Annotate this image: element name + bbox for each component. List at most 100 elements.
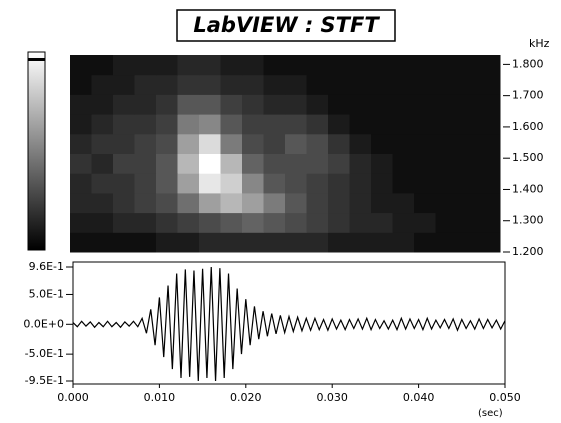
heat-cell [134, 173, 157, 194]
y-tick-label: 0.0E+0 [23, 317, 64, 330]
heat-cell [91, 55, 114, 76]
heat-cell [199, 212, 221, 233]
heat-cell [306, 232, 329, 253]
heat-cell [328, 212, 350, 233]
heat-cell [156, 212, 178, 233]
heat-cell [457, 55, 479, 76]
heat-cell [285, 94, 307, 115]
heat-cell [478, 153, 501, 174]
heat-cell [199, 133, 221, 154]
heat-cell [435, 153, 458, 174]
y-tick-label: 9.6E-1 [29, 260, 64, 273]
heat-cell [457, 212, 479, 233]
heat-cell [306, 114, 329, 135]
heat-cell [392, 55, 415, 76]
heat-cell [177, 74, 200, 95]
heat-cell [414, 192, 436, 214]
heat-cell [457, 192, 479, 214]
heat-cell [134, 114, 157, 135]
heat-cell [414, 232, 436, 253]
heat-cell [263, 133, 286, 154]
heat-cell [220, 192, 243, 214]
heat-cell [371, 74, 393, 95]
heat-cell [478, 55, 501, 76]
heat-cell [457, 153, 479, 174]
heat-cell [199, 232, 221, 253]
heat-cell [371, 173, 393, 194]
heat-cell [91, 94, 114, 115]
heat-cell [113, 94, 135, 115]
heat-cell [177, 232, 200, 253]
heat-cell [478, 74, 501, 95]
heat-cell [414, 74, 436, 95]
heat-cell [285, 192, 307, 214]
heat-cell [328, 94, 350, 115]
heat-cell [457, 133, 479, 154]
heat-cell [220, 133, 243, 154]
heat-cell [113, 212, 135, 233]
heat-cell [392, 212, 415, 233]
heat-cell [328, 133, 350, 154]
heat-cell [156, 55, 178, 76]
heat-cell [414, 55, 436, 76]
heat-cell [263, 55, 286, 76]
heat-cell [113, 192, 135, 214]
heat-cell [70, 94, 92, 115]
heat-cell [177, 94, 200, 115]
x-tick-label: 0.010 [144, 391, 176, 404]
heat-cell [91, 232, 114, 253]
heat-cell [242, 173, 264, 194]
heat-cell [91, 173, 114, 194]
heat-cell [285, 114, 307, 135]
heat-cell [457, 114, 479, 135]
colorbar-marker [28, 58, 45, 61]
heat-cell [478, 173, 501, 194]
heat-cell [285, 74, 307, 95]
heat-cell [435, 133, 458, 154]
heat-cell [285, 55, 307, 76]
heat-cell [177, 153, 200, 174]
heat-cell [371, 232, 393, 253]
heat-cell [285, 173, 307, 194]
heat-cell [328, 173, 350, 194]
heat-cell [156, 114, 178, 135]
heat-cell [414, 133, 436, 154]
waveform-line [72, 266, 506, 382]
heat-cell [220, 232, 243, 253]
heat-cell [435, 55, 458, 76]
heat-cell [478, 192, 501, 214]
plot-area [72, 261, 506, 385]
x-tick-label: 0.040 [403, 391, 435, 404]
y-tick-label: 1.600 [512, 120, 544, 133]
heat-cell [263, 114, 286, 135]
heat-cell [134, 192, 157, 214]
heat-cell [457, 173, 479, 194]
heat-cell [371, 114, 393, 135]
x-tick-label: 0.020 [230, 391, 262, 404]
heat-cell [91, 133, 114, 154]
heat-cell [349, 212, 372, 233]
y-tick-label: 1.500 [512, 151, 544, 164]
heat-cell [177, 133, 200, 154]
heat-cell [414, 173, 436, 194]
heat-cell [371, 94, 393, 115]
heat-cell [91, 114, 114, 135]
heat-cell [328, 74, 350, 95]
heat-cell [435, 94, 458, 115]
y-tick-label: 1.700 [512, 89, 544, 102]
heat-cell [306, 212, 329, 233]
heat-cell [242, 74, 264, 95]
heat-cell [70, 114, 92, 135]
heat-cell [263, 94, 286, 115]
heat-cell [392, 232, 415, 253]
heat-cell [263, 173, 286, 194]
heat-cell [134, 94, 157, 115]
heat-cell [306, 55, 329, 76]
heat-cell [371, 55, 393, 76]
heat-cell [371, 212, 393, 233]
heat-cell [328, 192, 350, 214]
heat-cell [220, 212, 243, 233]
heat-cell [134, 212, 157, 233]
heat-cell [199, 55, 221, 76]
